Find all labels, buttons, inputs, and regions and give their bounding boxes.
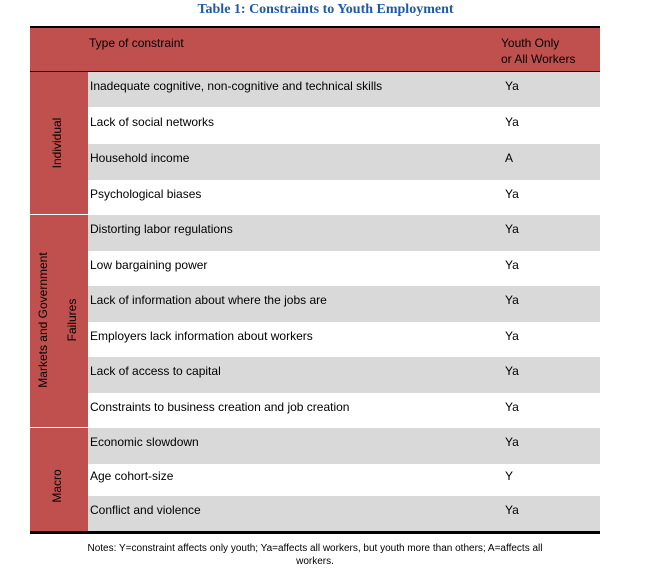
table-row: Lack of information about where the jobs… — [88, 286, 600, 322]
scope-cell: A — [505, 151, 514, 165]
group-label-failures: Failures — [65, 298, 79, 342]
scope-cell: Ya — [505, 503, 519, 517]
constraint-cell: Lack of access to capital — [90, 364, 221, 378]
constraint-cell: Distorting labor regulations — [90, 222, 233, 236]
group-sidebar: Individual Markets and Government Failur… — [30, 72, 88, 531]
table-row: Age cohort-size Y — [88, 462, 600, 496]
constraint-cell: Lack of social networks — [90, 115, 215, 129]
table-row: Employers lack information about workers… — [88, 322, 600, 358]
scope-cell: Ya — [505, 187, 519, 201]
table-header: Type of constraint Youth Only or All Wor… — [30, 28, 600, 71]
table-row: Conflict and violence Ya — [88, 496, 600, 531]
scope-cell: Ya — [505, 115, 519, 129]
table-row: Lack of social networks Ya — [88, 108, 600, 144]
constraint-cell: Age cohort-size — [90, 469, 174, 483]
table-row: Distorting labor regulations Ya — [88, 215, 600, 251]
scope-cell: Ya — [505, 79, 519, 93]
table-row: Low bargaining power Ya — [88, 251, 600, 287]
scope-cell: Ya — [505, 222, 519, 236]
table-bottom-rule — [30, 531, 600, 534]
notes-line-2: workers. — [296, 556, 334, 567]
constraint-cell: Lack of information about where the jobs… — [90, 293, 327, 307]
constraint-cell: Employers lack information about workers — [90, 329, 313, 343]
table-row: Household income A — [88, 144, 600, 180]
header-or-all-workers: or All Workers — [501, 52, 576, 66]
group-label-macro: Macro — [50, 469, 64, 503]
table-row: Psychological biases Ya — [88, 180, 600, 216]
table-row: Economic slowdown Ya — [88, 428, 600, 464]
header-youth-only: Youth Only — [501, 36, 560, 50]
notes-line-1: Notes: Y=constraint affects only youth; … — [87, 543, 543, 554]
table-row: Constraints to business creation and job… — [88, 393, 600, 429]
scope-cell: Ya — [505, 258, 519, 272]
constraint-cell: Household income — [90, 151, 190, 165]
scope-cell: Ya — [505, 400, 519, 414]
table-notes: Notes: Y=constraint affects only youth; … — [40, 542, 590, 568]
group-label-markets-government: Markets and Government — [36, 252, 50, 388]
scope-cell: Ya — [505, 364, 519, 378]
constraint-cell: Economic slowdown — [90, 435, 199, 449]
scope-cell: Y — [505, 469, 514, 483]
table-top-rule — [30, 26, 600, 28]
header-type-of-constraint: Type of constraint — [89, 36, 184, 50]
macro-divider — [30, 427, 88, 428]
constraint-cell: Conflict and violence — [90, 503, 201, 517]
group-label-individual: Individual — [50, 117, 64, 169]
table-row: Lack of access to capital Ya — [88, 357, 600, 393]
row-separator — [88, 107, 600, 108]
constraint-cell: Constraints to business creation and job… — [90, 400, 350, 414]
table-row: Inadequate cognitive, non-cognitive and … — [88, 72, 600, 108]
constraint-cell: Low bargaining power — [90, 258, 208, 272]
header-rule — [30, 71, 600, 72]
scope-cell: Ya — [505, 329, 519, 343]
scope-cell: Ya — [505, 435, 519, 449]
table-title: Table 1: Constraints to Youth Employment — [197, 2, 454, 17]
scope-cell: Ya — [505, 293, 519, 307]
constraint-cell: Inadequate cognitive, non-cognitive and … — [90, 79, 383, 93]
individual-divider — [30, 214, 88, 215]
constraint-cell: Psychological biases — [90, 187, 202, 201]
